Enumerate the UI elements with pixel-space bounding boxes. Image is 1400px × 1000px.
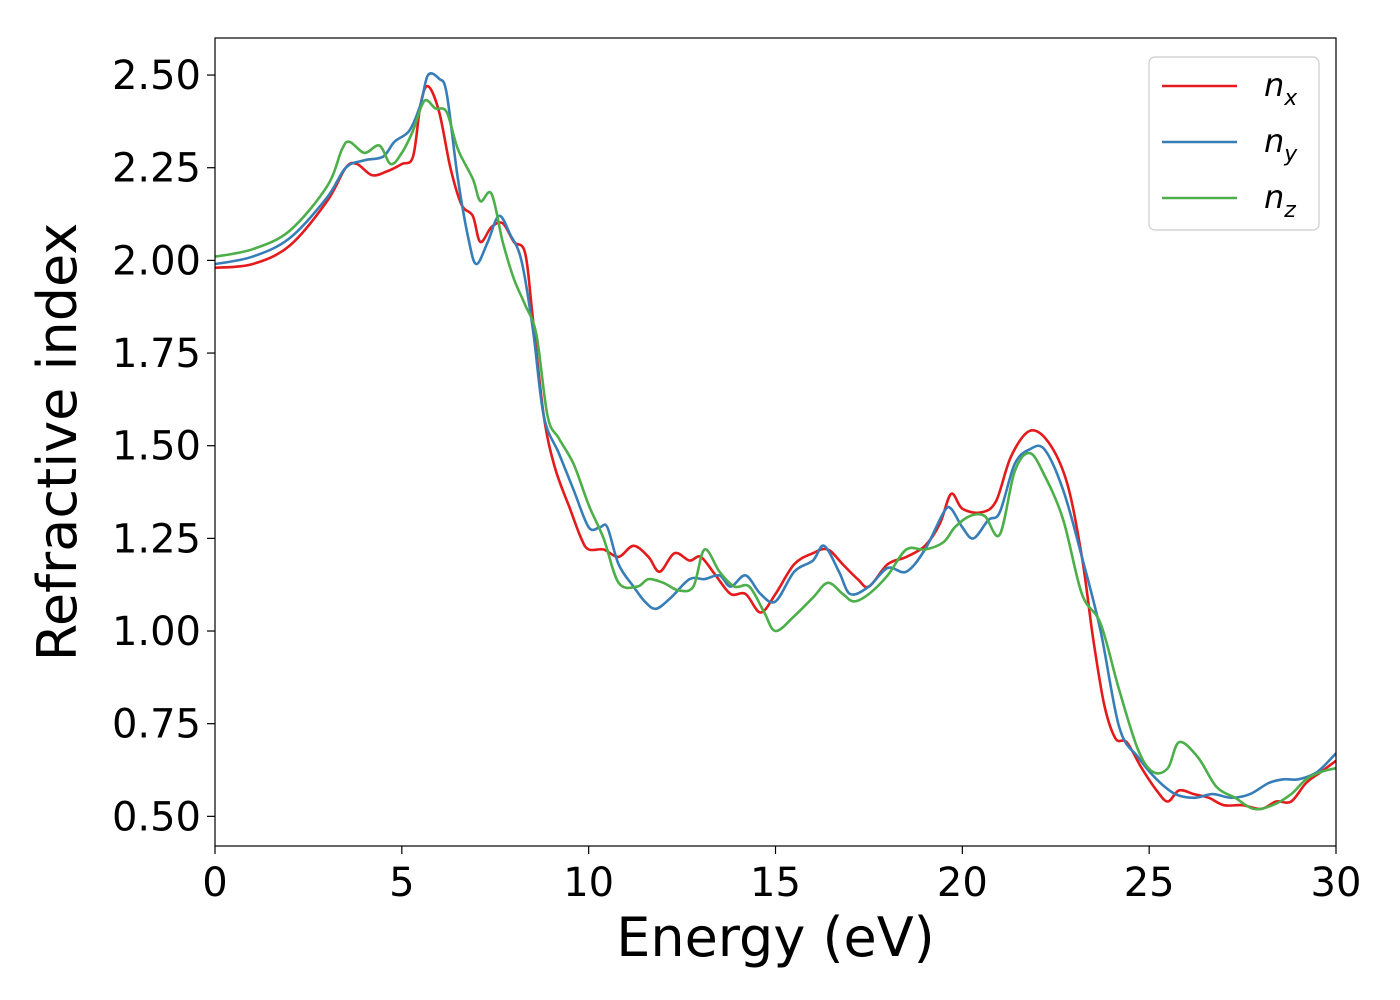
legend: nx ny nz [1148, 56, 1320, 231]
x-tick-label: 5 [389, 860, 414, 906]
y-axis-label: Refractive index [26, 223, 89, 662]
x-tick-label: 15 [750, 860, 801, 906]
y-tick-label: 2.00 [112, 238, 201, 284]
legend-label-y: ny [1264, 122, 1298, 167]
series-group [215, 72, 1336, 811]
x-tick-label: 30 [1311, 860, 1362, 906]
series-line-y [215, 72, 1336, 800]
series-line-x [215, 84, 1336, 811]
y-tick-label: 1.50 [112, 424, 201, 470]
y-tick-label: 1.75 [112, 331, 201, 377]
x-tick-label: 10 [563, 860, 614, 906]
y-tick-label: 0.75 [112, 702, 201, 748]
x-tick-label: 0 [202, 860, 227, 906]
series-line-z [215, 98, 1336, 811]
x-axis: 0 5 10 15 20 25 30 [202, 846, 1361, 906]
y-tick-label: 2.25 [112, 146, 201, 192]
y-tick-label: 2.50 [112, 53, 201, 99]
legend-label-z: nz [1264, 178, 1296, 223]
y-tick-label: 0.50 [112, 794, 201, 840]
legend-box [1148, 56, 1320, 231]
x-tick-label: 20 [937, 860, 988, 906]
x-axis-label: Energy (eV) [616, 906, 935, 969]
y-tick-label: 1.00 [112, 609, 201, 655]
x-tick-label: 25 [1124, 860, 1175, 906]
y-axis: 0.50 0.75 1.00 1.25 1.50 1.75 2.00 2.25 2.50 [112, 53, 215, 840]
legend-label-x: nx [1264, 66, 1298, 111]
y-tick-label: 1.25 [112, 516, 201, 562]
